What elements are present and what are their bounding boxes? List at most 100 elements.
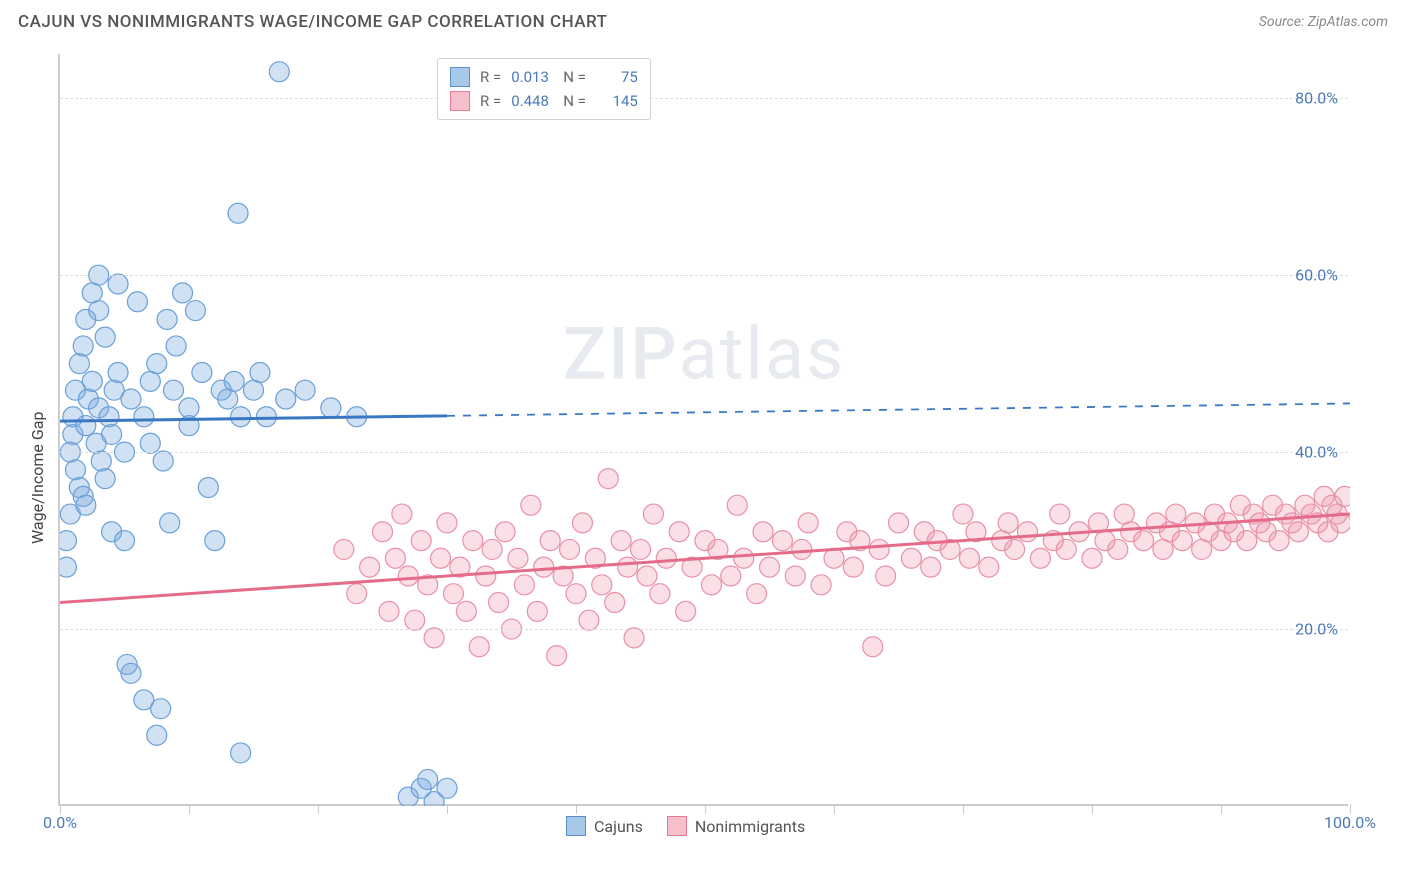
- data-point: [650, 584, 670, 604]
- data-point: [76, 495, 96, 515]
- x-tick: [576, 804, 577, 814]
- data-point: [147, 354, 167, 374]
- data-point: [121, 663, 141, 683]
- data-point: [418, 769, 438, 789]
- data-point: [276, 389, 296, 409]
- legend-series-label: Nonimmigrants: [695, 817, 805, 836]
- data-point: [102, 424, 122, 444]
- data-point: [1018, 522, 1038, 542]
- data-point: [1172, 531, 1192, 551]
- data-point: [424, 628, 444, 648]
- data-point: [785, 566, 805, 586]
- x-tick: [447, 804, 448, 814]
- legend-r-label: R =: [480, 65, 501, 89]
- data-point: [334, 539, 354, 559]
- data-point: [1153, 539, 1173, 559]
- data-point: [379, 601, 399, 621]
- legend-n-label: N =: [563, 65, 586, 89]
- data-point: [431, 548, 451, 568]
- data-point: [1192, 539, 1212, 559]
- data-point: [134, 407, 154, 427]
- data-point: [1134, 531, 1154, 551]
- legend-r-value: 0.013: [511, 65, 553, 89]
- data-point: [514, 575, 534, 595]
- data-point: [631, 539, 651, 559]
- legend-stat-row: R = 0.013 N = 75: [450, 65, 638, 89]
- data-point: [411, 531, 431, 551]
- data-point: [469, 637, 489, 657]
- data-point: [921, 557, 941, 577]
- data-point: [198, 478, 218, 498]
- data-point: [151, 699, 171, 719]
- chart-area: Wage/Income Gap ZIPatlas 20.0%40.0%60.0%…: [50, 54, 1356, 814]
- data-point: [269, 62, 289, 82]
- data-point: [753, 522, 773, 542]
- data-point: [508, 548, 528, 568]
- data-point: [527, 601, 547, 621]
- y-tick-label: 40.0%: [1295, 443, 1338, 462]
- data-point: [437, 513, 457, 533]
- y-tick-label: 80.0%: [1295, 89, 1338, 108]
- data-point: [1050, 504, 1070, 524]
- data-point: [392, 504, 412, 524]
- data-point: [127, 292, 147, 312]
- data-point: [495, 522, 515, 542]
- data-point: [360, 557, 380, 577]
- x-tick: [834, 804, 835, 814]
- grid-line: [60, 629, 1348, 630]
- data-point: [1288, 522, 1308, 542]
- y-tick-label: 20.0%: [1295, 620, 1338, 639]
- data-point: [89, 301, 109, 321]
- data-point: [228, 203, 248, 223]
- data-point: [863, 637, 883, 657]
- legend-stats: R = 0.013 N = 75 R = 0.448 N = 145: [437, 58, 651, 120]
- legend-stat-row: R = 0.448 N = 145: [450, 89, 638, 113]
- x-tick: [189, 804, 190, 814]
- data-point: [205, 531, 225, 551]
- data-point: [140, 433, 160, 453]
- legend-r-value: 0.448: [511, 89, 553, 113]
- data-point: [1237, 531, 1257, 551]
- data-point: [115, 531, 135, 551]
- data-point: [1005, 539, 1025, 559]
- data-point: [140, 371, 160, 391]
- data-point: [959, 548, 979, 568]
- data-point: [347, 584, 367, 604]
- legend-series-label: Cajuns: [594, 817, 643, 836]
- legend-series: Cajuns Nonimmigrants: [566, 816, 805, 836]
- data-point: [669, 522, 689, 542]
- data-point: [321, 398, 341, 418]
- data-point: [534, 557, 554, 577]
- data-point: [95, 469, 115, 489]
- data-point: [295, 380, 315, 400]
- data-point: [953, 504, 973, 524]
- plot-region: ZIPatlas 20.0%40.0%60.0%80.0%0.0%100.0%: [58, 54, 1348, 806]
- data-point: [734, 548, 754, 568]
- data-point: [1269, 531, 1289, 551]
- data-point: [157, 309, 177, 329]
- data-point: [160, 513, 180, 533]
- data-point: [540, 531, 560, 551]
- data-point: [560, 539, 580, 559]
- data-point: [153, 451, 173, 471]
- data-point: [1082, 548, 1102, 568]
- data-point: [979, 557, 999, 577]
- data-point: [121, 389, 141, 409]
- data-point: [250, 362, 270, 382]
- data-point: [901, 548, 921, 568]
- source-attribution: Source: ZipAtlas.com: [1259, 14, 1388, 30]
- data-point: [231, 743, 251, 763]
- data-point: [869, 539, 889, 559]
- data-point: [164, 380, 184, 400]
- data-point: [108, 362, 128, 382]
- data-point: [611, 531, 631, 551]
- legend-swatch: [450, 67, 470, 87]
- legend-swatch: [450, 91, 470, 111]
- data-point: [889, 513, 909, 533]
- data-point: [521, 495, 541, 515]
- x-tick: [1221, 804, 1222, 814]
- data-point: [1114, 504, 1134, 524]
- data-point: [60, 531, 76, 551]
- data-point: [547, 646, 567, 666]
- data-point: [192, 362, 212, 382]
